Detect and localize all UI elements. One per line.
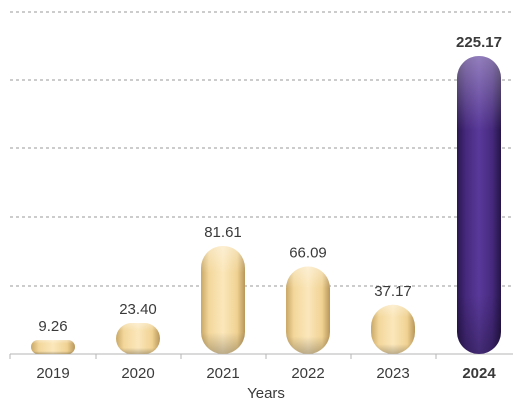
- x-tick-label-2024: 2024: [462, 365, 496, 382]
- bar-shading-2022: [286, 266, 330, 354]
- x-tick-label-2021: 2021: [206, 365, 239, 382]
- value-label-2023: 37.17: [374, 283, 412, 300]
- x-tick-label-2020: 2020: [121, 365, 154, 382]
- bar-shading-2023: [371, 304, 415, 354]
- bar-shading-2021: [201, 245, 245, 354]
- value-label-2024: 225.17: [456, 34, 502, 51]
- bar-shading-2019: [31, 340, 75, 354]
- value-label-2019: 9.26: [38, 318, 67, 335]
- value-label-2020: 23.40: [119, 301, 157, 318]
- value-labels: 9.26 23.40 81.61 66.09 37.17 225.17: [38, 34, 502, 335]
- value-label-2022: 66.09: [289, 245, 327, 262]
- x-tick-label-2022: 2022: [291, 365, 324, 382]
- bars: [31, 56, 501, 354]
- x-tick-label-2023: 2023: [376, 365, 409, 382]
- bar-shading-2020: [116, 323, 160, 354]
- value-label-2021: 81.61: [204, 224, 242, 241]
- x-axis-ticks: 2019 2020 2021 2022 2023 2024: [36, 365, 496, 382]
- grid-lines: [9, 11, 513, 359]
- x-tick-label-2019: 2019: [36, 365, 69, 382]
- x-axis-title: Years: [247, 385, 285, 402]
- bar-shading-2024: [457, 56, 501, 354]
